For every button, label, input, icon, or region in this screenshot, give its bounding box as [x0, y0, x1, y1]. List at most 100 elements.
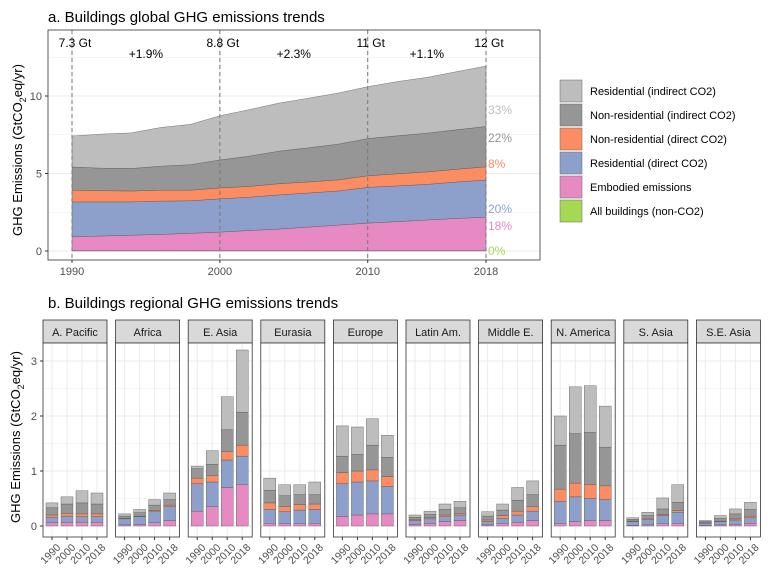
bar-segment-embodied: [205, 506, 219, 527]
panel-b-title: b. Buildings regional GHG emissions tren…: [48, 295, 338, 312]
bar-segment-nonres_direct: [381, 476, 394, 487]
bar-segment-embodied: [45, 522, 59, 527]
legend-label: Non-residential (indirect CO2): [590, 110, 736, 122]
panel-a-border: [47, 29, 541, 261]
bar-segment-res_indirect: [263, 477, 276, 491]
facet-strip-label: S. Asia: [639, 327, 674, 339]
facet-strip-label: E. Asia: [203, 327, 238, 339]
bar-segment-embodied: [511, 521, 524, 527]
bar-segment-res_indirect: [366, 418, 379, 446]
bar-segment-res_indirect: [526, 480, 539, 495]
bar-segment-res_indirect: [60, 496, 74, 505]
facet-border: [332, 342, 398, 538]
legend-label: Embodied emissions: [590, 182, 692, 194]
legend-key-res_direct: [559, 151, 583, 175]
bar-segment-nonres_direct: [481, 519, 494, 522]
panel-b-y-label-main: GHG Emissions (GtCO: [8, 389, 23, 523]
bar-segment-res_direct: [599, 499, 612, 521]
bar-segment-nonres_indirect: [554, 444, 567, 490]
bar-segment-nonres_direct: [569, 482, 582, 498]
panel-a-x-tick-label: 1990: [60, 266, 84, 278]
bar-segment-nonres_direct: [496, 515, 509, 519]
bar-segment-nonres_indirect: [584, 432, 597, 485]
bar-segment-res_direct: [641, 519, 654, 526]
bar-segment-res_indirect: [133, 509, 146, 513]
bar-segment-res_direct: [626, 521, 639, 526]
marker-label-2018: 12 Gt: [474, 36, 504, 50]
bar-segment-res_direct: [496, 518, 509, 524]
bar-segment-nonres_direct: [90, 513, 104, 517]
legend-key-nonres_direct: [559, 127, 583, 151]
bar-segment-embodied: [438, 521, 452, 527]
bar-segment-nonres_indirect: [45, 507, 59, 516]
bar-segment-res_direct: [308, 509, 321, 524]
share-label-nonres_indirect: 22%: [488, 131, 512, 145]
bar-segment-nonres_indirect: [511, 499, 524, 512]
panel-b-y-axis-label: GHG Emissions (GtCO2eq/yr): [8, 351, 26, 523]
bar-segment-embodied: [293, 523, 306, 527]
bar-segment-res_indirect: [423, 510, 437, 515]
bar-segment-nonres_indirect: [235, 411, 249, 446]
bar-segment-res_indirect: [656, 497, 669, 510]
facet-border: [260, 342, 326, 538]
panel-a-y-label-sub: 2: [18, 97, 28, 102]
bar-segment-res_direct: [148, 511, 161, 523]
bar-segment-embodied: [554, 523, 567, 527]
bar-segment-nonres_indirect: [75, 502, 89, 515]
bar-segment-res_indirect: [293, 484, 306, 495]
bar-segment-res_direct: [60, 515, 74, 523]
bar-segment-res_indirect: [641, 512, 654, 516]
marker-label-2010: 11 Gt: [356, 36, 385, 50]
bar-segment-nonres_indirect: [481, 515, 494, 521]
legend-label: All buildings (non-CO2): [590, 206, 704, 218]
svg-text:GHG Emissions (GtCO2eq/yr): GHG Emissions (GtCO2eq/yr): [8, 351, 26, 523]
bar-segment-nonres_indirect: [641, 515, 654, 519]
bar-segment-res_indirect: [45, 502, 59, 509]
bar-segment-nonres_indirect: [599, 447, 612, 487]
bar-segment-res_indirect: [163, 492, 176, 500]
bar-segment-res_direct: [45, 517, 59, 523]
bar-segment-nonres_indirect: [408, 517, 422, 520]
bar-segment-res_indirect: [408, 514, 422, 518]
bar-segment-nonres_indirect: [205, 464, 219, 476]
facet-border: [696, 342, 761, 538]
bar-segment-nonres_direct: [60, 513, 74, 517]
bar-segment-res_indirect: [75, 490, 89, 504]
bar-segment-nonres_direct: [263, 502, 276, 510]
bar-segment-nonres_direct: [278, 506, 291, 512]
bar-segment-embodied: [569, 521, 582, 527]
bar-segment-nonres_indirect: [163, 499, 176, 506]
bar-segment-res_direct: [163, 506, 176, 521]
bar-segment-nonres_direct: [438, 514, 452, 517]
bar-segment-res_direct: [336, 483, 349, 517]
share-label-res_direct: 20%: [488, 202, 512, 216]
bar-segment-res_direct: [293, 509, 306, 524]
bar-segment-res_direct: [133, 516, 146, 525]
bar-segment-nonres_direct: [163, 504, 176, 507]
bar-segment-nonres_indirect: [148, 504, 161, 511]
panel-b-y-tick-label: 3: [31, 356, 37, 368]
bar-segment-nonres_indirect: [60, 503, 74, 514]
bar-segment-embodied: [190, 510, 204, 527]
facet-strip-label: Eurasia: [274, 327, 312, 339]
bar-segment-nonres_indirect: [381, 457, 394, 477]
facet-border: [187, 342, 253, 538]
bar-segment-res_direct: [190, 483, 204, 512]
bar-segment-nonres_direct: [308, 503, 321, 510]
bar-segment-res_indirect: [714, 515, 727, 519]
bar-segment-res_indirect: [496, 503, 509, 511]
bar-segment-nonres_indirect: [308, 494, 321, 505]
bar-segment-nonres_indirect: [714, 518, 727, 522]
bar-segment-res_direct: [205, 481, 219, 507]
bar-segment-res_indirect: [569, 386, 582, 434]
bar-segment-res_direct: [118, 518, 131, 526]
bar-segment-nonres_direct: [75, 513, 89, 517]
bar-segment-nonres_direct: [744, 515, 757, 518]
share-label-non_co2: 0%: [488, 244, 506, 258]
bar-segment-res_direct: [408, 520, 422, 525]
bar-segment-embodied: [526, 520, 539, 527]
